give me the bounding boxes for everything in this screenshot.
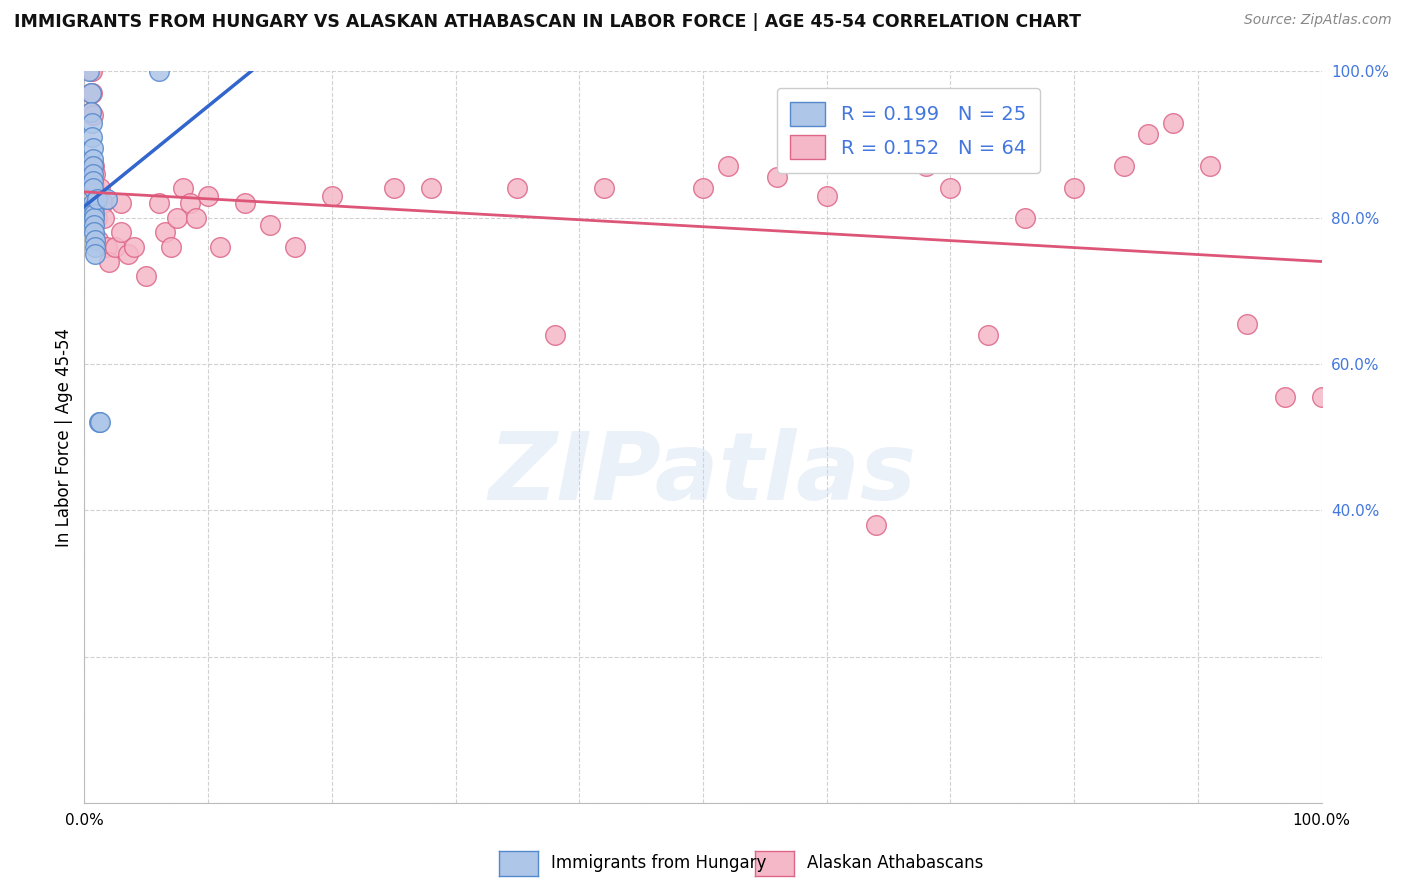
Point	[1236, 317, 1258, 331]
Point	[83, 207, 105, 221]
Point	[80, 130, 103, 145]
Point	[79, 104, 101, 119]
Point	[117, 247, 139, 261]
Point	[82, 152, 104, 166]
Point	[79, 64, 101, 78]
Point	[96, 240, 118, 254]
Point	[815, 188, 838, 202]
Point	[1274, 390, 1296, 404]
Text: ZIPatlas: ZIPatlas	[489, 427, 917, 520]
Point	[82, 167, 104, 181]
Point	[1014, 211, 1036, 225]
Point	[87, 233, 110, 247]
Point	[89, 196, 111, 211]
Point	[83, 160, 105, 174]
Point	[79, 87, 101, 101]
Point	[419, 181, 441, 195]
Point	[84, 240, 107, 254]
Point	[717, 160, 740, 174]
Point	[83, 178, 105, 192]
Point	[83, 200, 105, 214]
Point	[110, 196, 132, 211]
Point	[172, 181, 194, 195]
Point	[83, 196, 105, 211]
Point	[284, 240, 307, 254]
Point	[82, 196, 104, 211]
Point	[209, 240, 232, 254]
Point	[184, 211, 207, 225]
Point	[1199, 160, 1222, 174]
Text: Alaskan Athabascans: Alaskan Athabascans	[807, 854, 983, 871]
Point	[80, 115, 103, 129]
Point	[79, 87, 101, 101]
Point	[148, 64, 170, 78]
Point	[692, 181, 714, 195]
Point	[766, 170, 789, 185]
Point	[83, 211, 105, 225]
Point	[82, 174, 104, 188]
Point	[96, 193, 118, 207]
Point	[82, 160, 104, 174]
Point	[259, 218, 281, 232]
Point	[197, 188, 219, 202]
Point	[1063, 181, 1085, 195]
Point	[160, 240, 183, 254]
Point	[82, 181, 104, 195]
Point	[506, 181, 529, 195]
Point	[83, 225, 105, 239]
Point	[914, 160, 936, 174]
Point	[84, 167, 107, 181]
Point	[865, 517, 887, 532]
Text: Immigrants from Hungary: Immigrants from Hungary	[551, 854, 766, 871]
Point	[104, 240, 127, 254]
Point	[148, 196, 170, 211]
Point	[86, 193, 108, 207]
Point	[233, 196, 256, 211]
Text: IMMIGRANTS FROM HUNGARY VS ALASKAN ATHABASCAN IN LABOR FORCE | AGE 45-54 CORRELA: IMMIGRANTS FROM HUNGARY VS ALASKAN ATHAB…	[14, 13, 1081, 31]
Point	[179, 196, 201, 211]
Point	[82, 108, 104, 122]
Point	[1161, 115, 1184, 129]
Point	[122, 240, 145, 254]
Point	[80, 87, 103, 101]
Point	[89, 416, 111, 430]
Point	[79, 64, 101, 78]
Point	[382, 181, 405, 195]
Point	[1137, 127, 1160, 141]
Point	[86, 188, 108, 202]
Legend: R = 0.199   N = 25, R = 0.152   N = 64: R = 0.199 N = 25, R = 0.152 N = 64	[776, 88, 1039, 173]
Point	[89, 416, 111, 430]
Point	[1112, 160, 1135, 174]
Point	[80, 64, 103, 78]
Point	[976, 327, 998, 342]
Point	[84, 233, 107, 247]
Point	[593, 181, 616, 195]
Point	[79, 104, 101, 119]
Point	[82, 160, 104, 174]
Point	[84, 211, 107, 225]
Point	[153, 225, 176, 239]
Point	[1310, 390, 1333, 404]
Point	[98, 254, 121, 268]
Point	[166, 211, 188, 225]
Point	[83, 218, 105, 232]
Point	[110, 225, 132, 239]
Point	[82, 181, 104, 195]
Point	[939, 181, 962, 195]
Point	[82, 141, 104, 155]
Text: Source: ZipAtlas.com: Source: ZipAtlas.com	[1244, 13, 1392, 28]
Point	[86, 211, 108, 225]
Point	[91, 196, 114, 211]
Point	[89, 181, 111, 195]
Point	[543, 327, 565, 342]
Point	[135, 269, 157, 284]
Point	[84, 247, 107, 261]
Point	[93, 211, 115, 225]
Point	[79, 160, 101, 174]
Y-axis label: In Labor Force | Age 45-54: In Labor Force | Age 45-54	[55, 327, 73, 547]
Point	[321, 188, 343, 202]
